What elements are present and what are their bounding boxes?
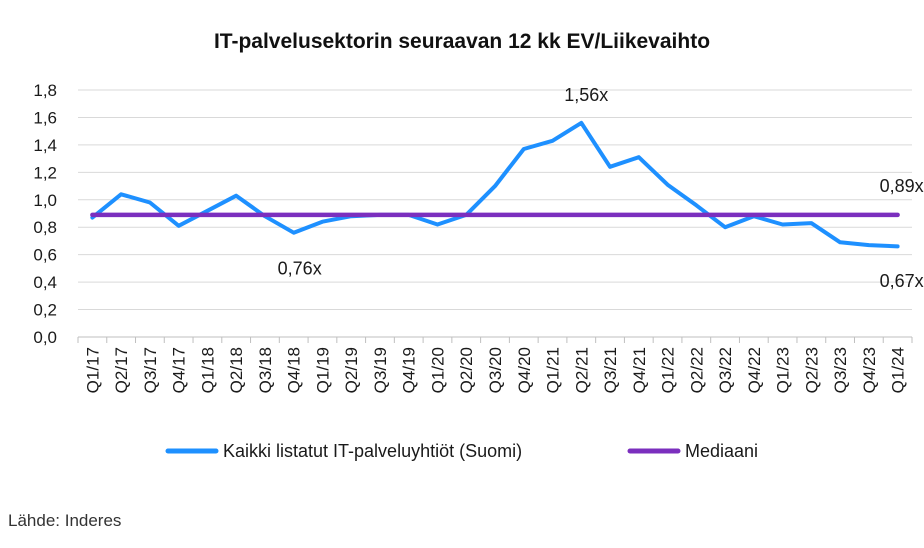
x-tick-label: Q4/22 — [745, 347, 764, 393]
gridlines — [78, 89, 912, 338]
x-tick-label: Q4/23 — [860, 347, 879, 393]
x-tick-label: Q2/21 — [572, 347, 591, 393]
x-tick-label: Q4/18 — [285, 347, 304, 393]
data-label: 0,67x — [880, 271, 924, 291]
chart-title: IT-palvelusektorin seuraavan 12 kk EV/Li… — [213, 30, 711, 53]
x-tick-label: Q3/20 — [486, 347, 505, 393]
axes: 0,0 0,2 0,4 0,6 0,8 1,0 1,2 1,4 1,6 1,8 Q1/17 Q2/17… — [33, 81, 913, 393]
annotations: 1,56x 0,76x 0,89x 0,67x — [278, 85, 924, 291]
x-tick-label: Q1/19 — [313, 347, 332, 393]
source-note: Lähde: Inderes — [8, 511, 122, 530]
legend-label: Kaikki listatut IT-palveluyhtiöt (Suomi) — [223, 441, 522, 461]
y-tick-label: 0,6 — [33, 246, 57, 265]
data-label: 1,56x — [564, 85, 608, 105]
y-tick-label: 1,6 — [33, 108, 57, 127]
data-label: 0,76x — [278, 259, 322, 279]
x-tick-label: Q3/17 — [141, 347, 160, 393]
series-line-it-companies — [90, 120, 900, 249]
x-tick-label: Q3/23 — [831, 347, 850, 393]
x-tick-label: Q1/23 — [774, 347, 793, 393]
x-tick-label: Q3/22 — [716, 347, 735, 393]
x-tick-label: Q4/17 — [170, 347, 189, 393]
x-tick-label: Q4/19 — [400, 347, 419, 393]
legend-item-median: Mediaani — [627, 441, 758, 461]
x-tick-label: Q1/21 — [544, 347, 563, 393]
x-tick-label: Q4/20 — [515, 347, 534, 393]
x-tick-label: Q1/18 — [198, 347, 217, 393]
y-tick-label: 0,2 — [33, 301, 57, 320]
x-tick-label: Q3/19 — [371, 347, 390, 393]
y-tick-label: 1,0 — [33, 191, 57, 210]
y-tick-label: 1,4 — [33, 136, 57, 155]
data-label: 0,89x — [880, 176, 924, 196]
x-tick-label: Q2/20 — [457, 347, 476, 393]
legend-label: Mediaani — [685, 441, 758, 461]
x-tick-label: Q2/18 — [227, 347, 246, 393]
x-tick-label: Q3/21 — [601, 347, 620, 393]
x-tick-label: Q2/19 — [342, 347, 361, 393]
x-tick-label: Q1/17 — [83, 347, 102, 393]
x-tick-label: Q2/23 — [802, 347, 821, 393]
y-tick-label: 0,0 — [33, 328, 57, 347]
y-tick-label: 0,4 — [33, 273, 57, 292]
x-tick-label: Q2/22 — [687, 347, 706, 393]
x-tick-label: Q1/24 — [889, 347, 908, 393]
legend: Kaikki listatut IT-palveluyhtiöt (Suomi)… — [165, 441, 758, 461]
x-tick-label: Q2/17 — [112, 347, 131, 393]
x-tick-label: Q1/22 — [659, 347, 678, 393]
y-tick-label: 1,2 — [33, 163, 57, 182]
series-lines — [90, 120, 900, 249]
y-tick-label: 1,8 — [33, 81, 57, 100]
legend-item-it-companies: Kaikki listatut IT-palveluyhtiöt (Suomi) — [165, 441, 522, 461]
x-tick-label: Q4/21 — [630, 347, 649, 393]
y-tick-label: 0,8 — [33, 218, 57, 237]
x-tick-label: Q3/18 — [256, 347, 275, 393]
x-tick-label: Q1/20 — [428, 347, 447, 393]
